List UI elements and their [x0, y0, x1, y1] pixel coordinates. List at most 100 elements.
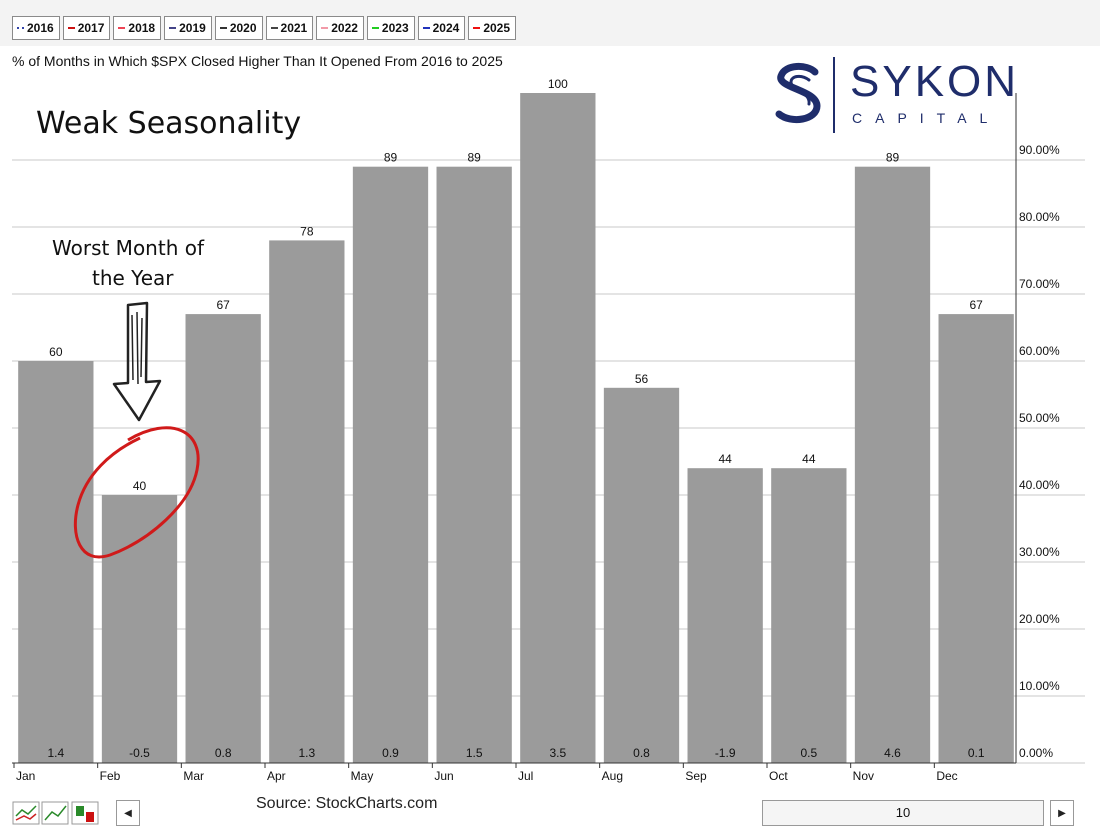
bar-avg-label: 1.5	[466, 746, 483, 760]
legend-item-2024[interactable]: 2024	[417, 16, 466, 40]
scroll-right-button[interactable]: ▶	[1050, 800, 1074, 826]
bar-value-label: 67	[216, 298, 230, 312]
sykon-logo-icon	[775, 63, 821, 124]
x-tick-label: Nov	[853, 769, 874, 783]
x-tick-label: Jun	[434, 769, 453, 783]
legend-label: 2021	[280, 21, 308, 35]
legend-label: 2023	[381, 21, 409, 35]
logo-subtitle: CAPITAL	[852, 110, 1001, 126]
x-tick-label: Apr	[267, 769, 286, 783]
legend-item-2022[interactable]: 2022	[316, 16, 364, 40]
legend-swatch	[473, 27, 481, 29]
legend-label: 2019	[179, 21, 206, 35]
legend: 2016 2017 2018 2019 2020 2021 2022 2023 2024 2025	[12, 16, 517, 40]
slider-value: 10	[895, 805, 911, 820]
source-note: Source: StockCharts.com	[256, 795, 438, 812]
logo-divider	[833, 57, 835, 133]
bar-apr	[269, 240, 345, 763]
bar-avg-label: 3.5	[549, 746, 566, 760]
worst-month-annotation-line2: the Year	[92, 266, 174, 290]
x-tick-label: May	[351, 769, 374, 783]
legend-label: 2025	[483, 21, 511, 35]
legend-label: 2020	[229, 21, 257, 35]
x-tick-label: Sep	[685, 769, 707, 783]
worst-month-annotation-line1: Worst Month of	[52, 236, 205, 260]
highlight-circle	[73, 426, 200, 559]
bar-oct	[771, 468, 847, 763]
bar-avg-label: 0.1	[968, 746, 985, 760]
y-tick-label: 30.00%	[1019, 545, 1060, 559]
bar-value-label: 44	[718, 452, 732, 466]
x-tick-label: Mar	[183, 769, 204, 783]
legend-item-2023[interactable]: 2023	[366, 16, 415, 40]
bar-avg-label: 0.8	[633, 746, 650, 760]
legend-swatch	[67, 27, 75, 29]
legend-label: 2018	[128, 21, 156, 35]
bar-avg-label: 0.8	[215, 746, 232, 760]
bar-aug	[603, 387, 680, 763]
y-tick-label: 70.00%	[1019, 277, 1060, 291]
legend-item-2018[interactable]: 2018	[113, 16, 162, 40]
y-tick-label: 10.00%	[1019, 679, 1060, 693]
chart-subtitle: % of Months in Which $SPX Closed Higher …	[12, 53, 503, 69]
bar-value-label: 78	[300, 224, 314, 238]
bar-value-label: 44	[802, 452, 816, 466]
arrow-annotation	[112, 301, 162, 422]
legend-swatch	[118, 27, 126, 29]
bar-nov	[854, 166, 931, 763]
weak-seasonality-annotation: Weak Seasonality	[36, 106, 302, 141]
y-tick-label: 80.00%	[1019, 210, 1060, 224]
logo-name: SYKON	[850, 57, 1020, 106]
bar-value-label: 60	[49, 345, 63, 359]
bar-mar	[185, 314, 261, 763]
legend-swatch	[321, 27, 329, 29]
y-tick-label: 0.00%	[1019, 746, 1053, 760]
legend-swatch	[371, 27, 379, 29]
legend-item-2016[interactable]: 2016	[12, 16, 60, 40]
bar-jul	[520, 93, 596, 763]
bar-value-label: 100	[548, 77, 568, 91]
legend-swatch	[219, 27, 227, 29]
x-tick-label: Dec	[936, 769, 957, 783]
legend-item-2019[interactable]: 2019	[164, 16, 212, 40]
legend-item-2020[interactable]: 2020	[214, 16, 263, 40]
bar-dec	[938, 314, 1014, 763]
legend-item-2021[interactable]: 2021	[265, 16, 314, 40]
legend-label: 2022	[331, 21, 358, 35]
bar-jun	[436, 166, 512, 763]
legend-label: 2016	[27, 21, 54, 35]
x-tick-label: Jul	[518, 769, 533, 783]
scroll-left-button[interactable]: ◀	[116, 800, 140, 826]
bar-jan	[18, 361, 94, 763]
bar-value-label: 89	[384, 151, 398, 165]
bar-avg-label: 0.9	[382, 746, 399, 760]
legend-item-2017[interactable]: 2017	[62, 16, 111, 40]
x-tick-label: Oct	[769, 769, 788, 783]
legend-swatch	[270, 27, 278, 29]
legend-swatch	[169, 27, 177, 29]
x-tick-label: Feb	[100, 769, 121, 783]
bar-value-label: 89	[467, 151, 481, 165]
bar-avg-label: -1.9	[715, 746, 736, 760]
x-tick-label: Jan	[16, 769, 35, 783]
y-tick-label: 40.00%	[1019, 478, 1060, 492]
legend-item-2025[interactable]: 2025	[468, 16, 517, 40]
y-tick-label: 60.00%	[1019, 344, 1060, 358]
bar-avg-label: 4.6	[884, 746, 901, 760]
bar-may	[352, 166, 429, 763]
bar-sep	[687, 468, 763, 763]
y-tick-label: 50.00%	[1019, 411, 1060, 425]
y-tick-label: 90.00%	[1019, 143, 1060, 157]
bar-avg-label: 1.4	[47, 746, 64, 760]
bar-value-label: 89	[886, 151, 900, 165]
bar-avg-label: 0.5	[800, 746, 817, 760]
bar-value-label: 67	[969, 298, 983, 312]
chart-type-icons[interactable]	[12, 800, 102, 826]
period-slider[interactable]: 10	[762, 800, 1044, 826]
legend-swatch	[422, 27, 430, 29]
bar-avg-label: -0.5	[129, 746, 150, 760]
bar-avg-label: 1.3	[298, 746, 315, 760]
bar-value-label: 40	[133, 479, 147, 493]
legend-label: 2017	[77, 21, 105, 35]
